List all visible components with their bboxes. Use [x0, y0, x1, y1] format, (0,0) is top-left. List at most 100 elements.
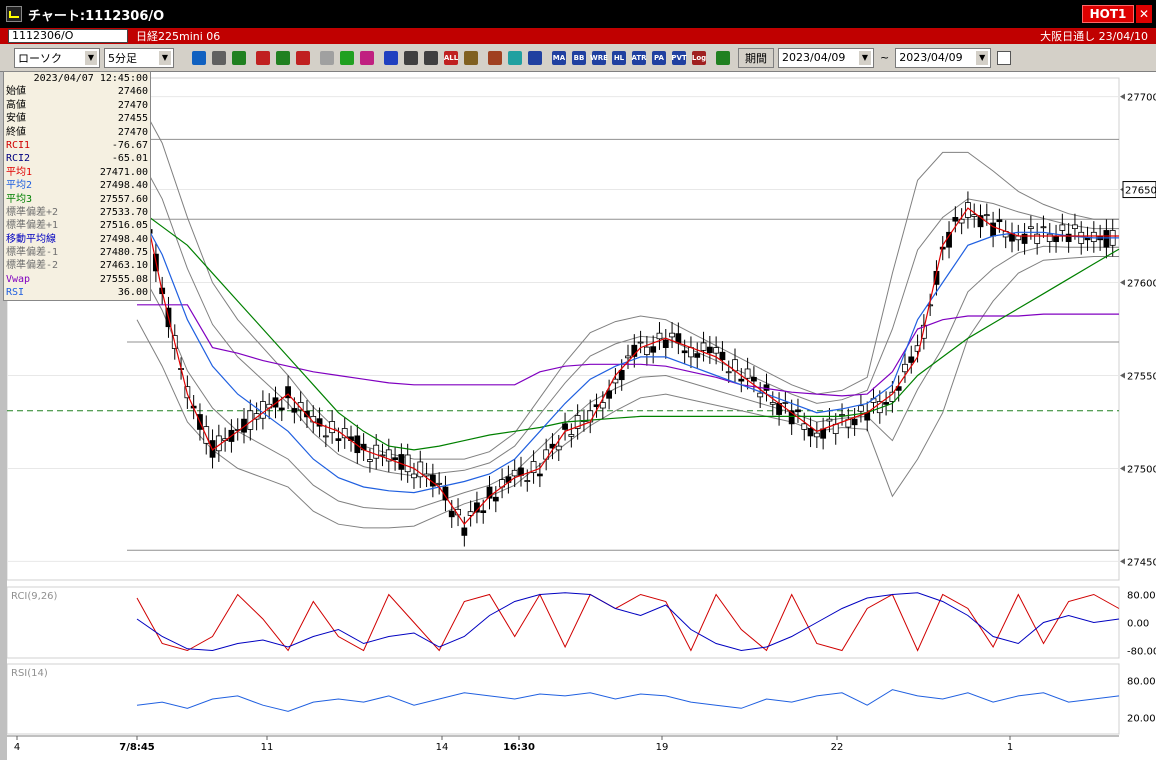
export-button[interactable] — [714, 48, 732, 67]
undo-button[interactable] — [382, 48, 400, 67]
info-row: 平均3 27557.60 — [4, 193, 150, 206]
info-value: 27555.08 — [99, 273, 148, 285]
down-arrow-button[interactable] — [230, 48, 248, 67]
candle-body — [681, 350, 688, 354]
log-icon: Log — [692, 50, 706, 65]
x-tick-label: 19 — [656, 742, 669, 753]
hl-icon: HL — [612, 50, 626, 65]
info-row: Vwap 27555.08 — [4, 273, 150, 286]
candle-body — [606, 390, 613, 399]
zoom-button[interactable] — [190, 48, 208, 67]
date-to-select[interactable]: 2023/04/09 ▼ — [895, 47, 992, 68]
candle-body — [801, 423, 808, 430]
candle-body — [259, 401, 266, 419]
price-tick-label: 27700 — [1127, 93, 1156, 104]
info-label: 標準偏差+1 — [6, 220, 59, 232]
info-row: 終値 27470 — [4, 126, 150, 139]
date-from-select[interactable]: 2023/04/09 ▼ — [778, 47, 874, 68]
info-label: 高値 — [6, 99, 26, 111]
candle-body — [354, 435, 361, 454]
candle-body — [744, 368, 751, 379]
bb-button[interactable]: BB — [570, 48, 588, 67]
info-label: RCI1 — [6, 139, 31, 151]
grid-indicator-button[interactable] — [526, 48, 544, 67]
candle-body — [631, 344, 638, 357]
candle-body — [404, 454, 411, 473]
info-value: -76.67 — [111, 139, 148, 151]
cursor-icon — [360, 50, 374, 65]
info-value: 27463.10 — [99, 260, 148, 272]
chart-compare-button[interactable] — [274, 48, 292, 67]
candle-body — [719, 351, 726, 361]
chart-svg[interactable]: 27700276502760027550275002745027650RCI(9… — [7, 72, 1156, 760]
info-value: 27470 — [117, 99, 148, 111]
chart-area[interactable]: 27700276502760027550275002745027650RCI(9… — [7, 72, 1156, 760]
rci2-line — [136, 592, 1120, 652]
disabled-button[interactable] — [318, 48, 336, 67]
info-value: 27498.40 — [99, 233, 148, 245]
pencil-icon — [340, 50, 354, 65]
rci-panel — [7, 586, 1120, 659]
candle-body — [1034, 233, 1041, 244]
tool-buttons: ALL MA BB WRE HL ATR PA PVT Log — [188, 48, 732, 67]
period-button[interactable]: 期間 — [738, 47, 774, 68]
candle-in-button[interactable] — [402, 48, 420, 67]
arrows-button[interactable] — [294, 48, 312, 67]
palette-button[interactable] — [506, 48, 524, 67]
title-bar: チャート:1112306/O HOT1 ✕ — [0, 0, 1156, 28]
candle-body — [1072, 224, 1078, 230]
candle-body — [480, 510, 487, 514]
chart-type-value: ローソク — [18, 51, 62, 65]
info-row: 標準偏差-2 27463.10 — [4, 259, 150, 272]
zoom-icon — [192, 50, 206, 65]
candle-body — [436, 482, 443, 485]
interval-select[interactable]: 5分足 ▼ — [104, 47, 174, 68]
chart-type-select[interactable]: ローソク ▼ — [14, 47, 100, 68]
candle-body — [278, 407, 285, 411]
candle-body — [839, 414, 845, 416]
hl-button[interactable]: HL — [610, 48, 628, 67]
candle-body — [813, 432, 820, 438]
cursor-button[interactable] — [358, 48, 376, 67]
wrench-button[interactable] — [486, 48, 504, 67]
candle-body — [643, 346, 650, 355]
date-checkbox[interactable] — [997, 50, 1012, 65]
layout-button[interactable] — [210, 48, 228, 67]
candle-body — [536, 473, 543, 477]
wre-button[interactable]: WRE — [590, 48, 608, 67]
atr-button[interactable]: ATR — [630, 48, 648, 67]
search-chart-button[interactable] — [254, 48, 272, 67]
log-button[interactable]: Log — [690, 48, 708, 67]
info-row: 標準偏差+2 27533.70 — [4, 206, 150, 219]
gear-button[interactable] — [462, 48, 480, 67]
symbol-code-input[interactable]: 1112306/O — [8, 29, 128, 43]
info-rows: 始値 27460 高値 27470 安値 27455 終値 27470 RCI1 -76.67 RC… — [4, 85, 150, 299]
chevron-down-icon: ▼ — [85, 50, 97, 65]
pencil-button[interactable] — [338, 48, 356, 67]
arrows-icon — [296, 50, 310, 65]
candle-body — [1084, 237, 1091, 241]
hot-button[interactable]: HOT1 — [1082, 5, 1134, 23]
price-tick-marker — [1120, 279, 1125, 286]
wre-icon: WRE — [590, 50, 608, 65]
candle-body — [448, 510, 455, 518]
candle-body — [788, 410, 795, 425]
wrench-icon — [488, 50, 502, 65]
rsi-panel-label: RSI(14) — [11, 668, 48, 679]
candle-out-button[interactable] — [422, 48, 440, 67]
pa-button[interactable]: PA — [650, 48, 668, 67]
info-value: 27533.70 — [99, 206, 148, 218]
bollinger-band-line — [136, 256, 1119, 529]
candle-body — [411, 473, 417, 479]
close-icon[interactable]: ✕ — [1136, 5, 1152, 23]
candle-body — [1078, 231, 1085, 244]
all-button[interactable]: ALL — [442, 48, 460, 67]
candle-body — [795, 409, 801, 413]
candle-body — [662, 339, 669, 348]
ma-button[interactable]: MA — [550, 48, 568, 67]
rsi-tick-label: 20.00 — [1127, 714, 1156, 725]
rci-panel-label: RCI(9,26) — [11, 591, 58, 602]
pvt-button[interactable]: PVT — [670, 48, 688, 67]
date-to-value: 2023/04/09 — [899, 51, 963, 64]
info-label: 始値 — [6, 86, 26, 98]
